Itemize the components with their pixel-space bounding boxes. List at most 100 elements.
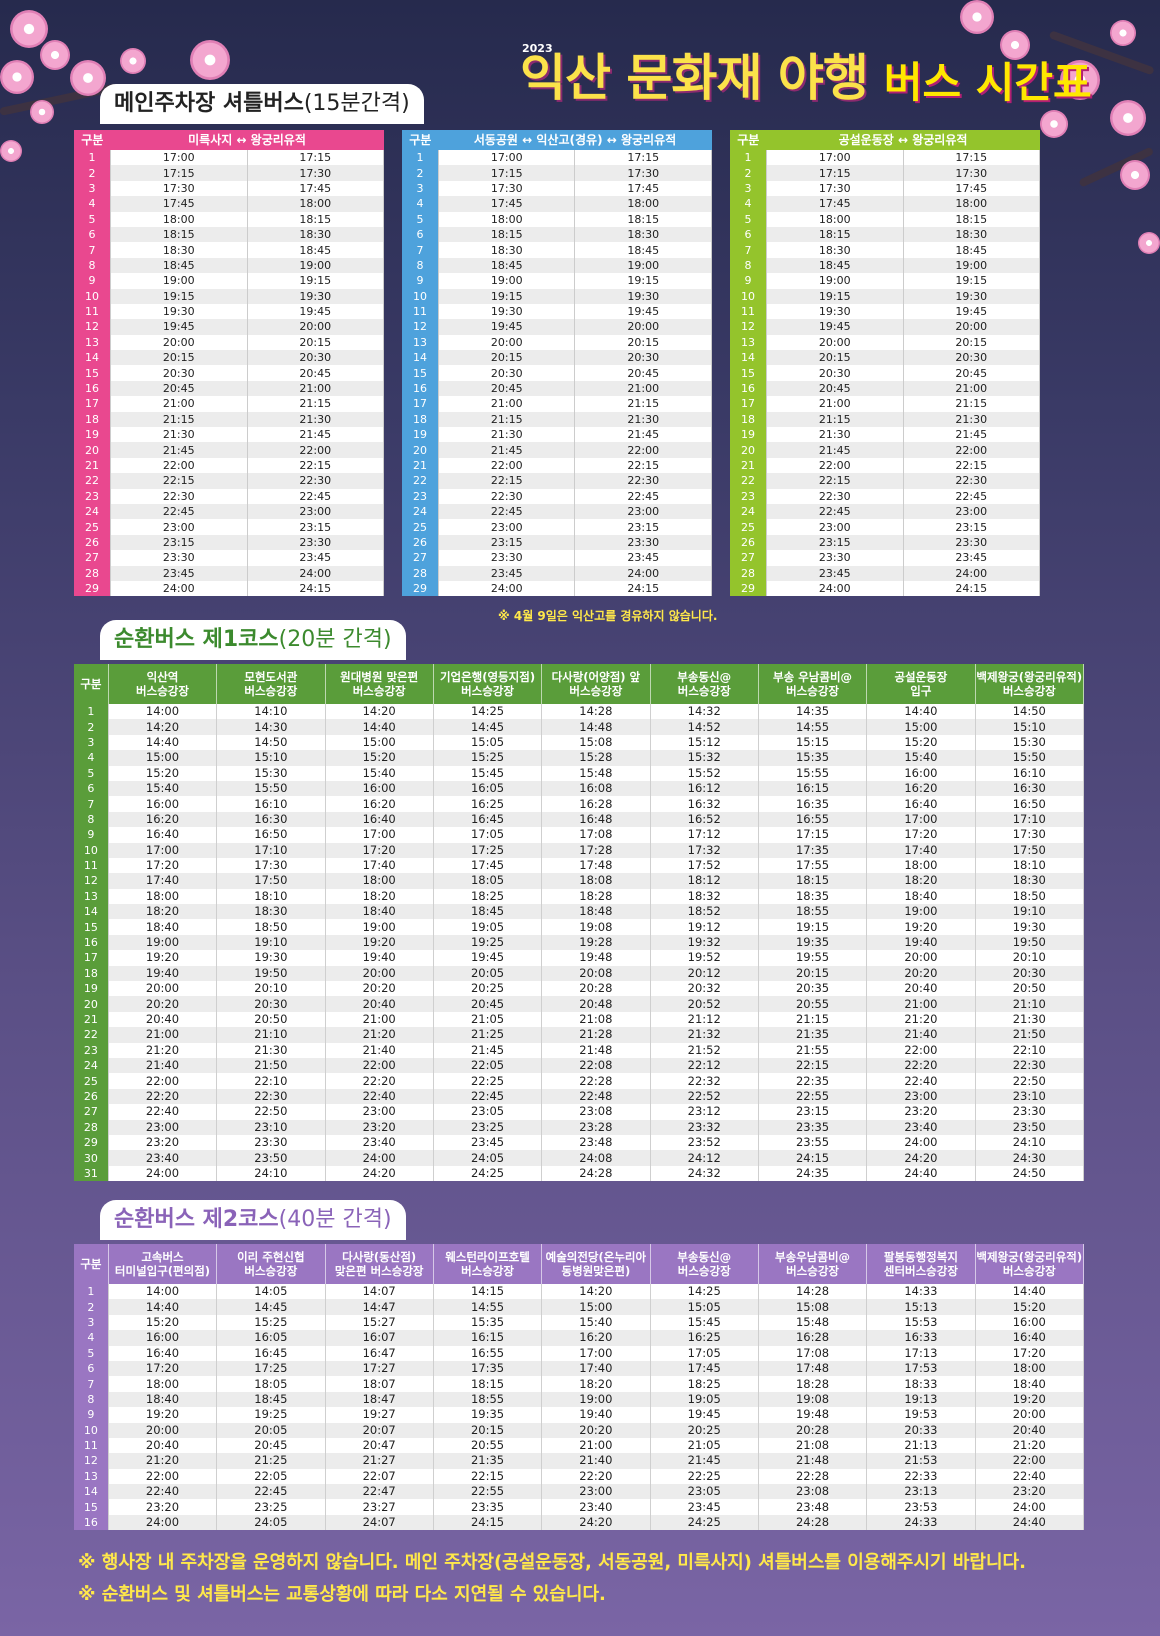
stop-time: 23:35 [433, 1499, 543, 1515]
table-row: 1 14:00 14:05 14:07 14:15 14:20 14:25 14:28 14:3… [74, 1284, 1085, 1300]
stop-time: 22:32 [650, 1073, 759, 1089]
row-index: 13 [74, 888, 109, 905]
table-row: 20 21:45 22:00 [730, 442, 1040, 458]
row-index: 2 [74, 165, 111, 181]
stop-time: 23:27 [325, 1499, 434, 1515]
table-row: 4 17:45 18:00 [402, 196, 712, 212]
stop-time: 19:48 [541, 950, 651, 966]
table-row: 14 22:40 22:45 22:47 22:55 23:00 23:05 23:08 23:… [74, 1484, 1085, 1500]
departure-time: 23:15 [438, 534, 576, 551]
stop-time: 20:07 [325, 1422, 434, 1438]
arrival-time: 21:45 [903, 427, 1040, 443]
stop-time: 19:10 [216, 934, 326, 951]
stop-time: 19:08 [758, 1391, 868, 1408]
stop-time: 17:27 [325, 1360, 434, 1377]
row-index: 20 [402, 442, 439, 458]
stop-time: 21:15 [758, 1011, 868, 1028]
stop-time: 23:32 [650, 1119, 759, 1135]
table-row: 24 21:40 21:50 22:00 22:05 22:08 22:12 22:15 22:… [74, 1057, 1085, 1074]
stop-time: 20:00 [866, 950, 976, 966]
stop-time: 14:28 [541, 704, 651, 720]
table-row: 27 23:30 23:45 [402, 550, 712, 566]
stop-time: 16:50 [975, 796, 1085, 812]
stop-time: 14:20 [325, 704, 434, 720]
row-index: 16 [402, 380, 439, 397]
stop-header: 원대병원 맞은편 버스승강장 [325, 664, 434, 704]
row-index: 5 [730, 211, 767, 227]
stop-time: 20:50 [975, 981, 1085, 997]
table-row: 2 17:15 17:30 [730, 165, 1040, 181]
stop-time: 20:00 [325, 965, 434, 982]
row-index: 15 [74, 1499, 109, 1515]
stop-time: 22:45 [433, 1088, 543, 1105]
stop-time: 15:10 [216, 750, 326, 766]
stop-time: 22:10 [216, 1073, 326, 1089]
stop-time: 16:47 [325, 1345, 434, 1361]
stop-time: 15:48 [541, 765, 651, 781]
stop-time: 16:08 [541, 780, 651, 797]
table-row: 10 19:15 19:30 [402, 288, 712, 304]
arrival-time: 22:00 [574, 442, 712, 458]
stop-time: 22:10 [975, 1042, 1085, 1058]
stop-time: 17:05 [650, 1345, 759, 1361]
arrival-time: 20:45 [247, 365, 384, 381]
stop-time: 21:40 [541, 1453, 651, 1469]
stop-time: 24:33 [866, 1514, 976, 1531]
table-row: 9 19:00 19:15 [74, 273, 384, 289]
arrival-time: 22:15 [574, 457, 712, 474]
stop-time: 19:50 [975, 934, 1085, 951]
stop-time: 21:08 [758, 1437, 868, 1454]
arrival-time: 23:15 [247, 519, 384, 535]
stop-time: 16:20 [108, 811, 218, 828]
stop-time: 15:10 [975, 719, 1085, 735]
row-index: 23 [74, 1042, 109, 1058]
departure-time: 20:30 [766, 365, 904, 381]
stop-time: 17:30 [975, 827, 1085, 843]
stop-time: 22:15 [758, 1057, 868, 1074]
arrival-time: 24:00 [574, 565, 712, 581]
arrival-time: 18:00 [903, 196, 1040, 212]
stop-time: 18:12 [650, 873, 759, 889]
stop-time: 15:35 [433, 1314, 543, 1331]
departure-time: 22:45 [766, 503, 904, 520]
stop-time: 23:10 [216, 1119, 326, 1135]
course1-table: 구분 익산역 버스승강장 모현도서관 버스승강장 원대병원 맞은편 버스승강장 기업은행… [74, 664, 1085, 1182]
table-row: 16 20:45 21:00 [74, 380, 384, 397]
stop-time: 14:20 [541, 1284, 651, 1300]
stop-time: 16:00 [866, 765, 976, 781]
stop-time: 24:05 [216, 1514, 326, 1531]
stop-time: 18:50 [975, 888, 1085, 905]
table-row: 1 17:00 17:15 [74, 150, 384, 166]
table-row: 17 21:00 21:15 [730, 396, 1040, 412]
stop-time: 23:40 [108, 1150, 218, 1166]
row-index: 1 [74, 150, 111, 166]
stop-time: 18:30 [216, 904, 326, 920]
row-index: 9 [730, 273, 767, 289]
arrival-time: 22:15 [247, 457, 384, 474]
stop-time: 16:00 [325, 780, 434, 797]
stop-time: 21:20 [975, 1437, 1085, 1454]
stop-time: 24:00 [866, 1134, 976, 1151]
row-index: 7 [402, 242, 439, 258]
table-row: 21 22:00 22:15 [402, 457, 712, 474]
departure-time: 21:00 [766, 396, 904, 412]
stop-time: 22:00 [975, 1453, 1085, 1469]
route-header: 공설운동장 ↔ 왕궁리유적 [766, 130, 1040, 150]
table-row: 27 23:30 23:45 [730, 550, 1040, 566]
stop-header: 부송동신@ 버스승강장 [650, 1244, 759, 1284]
stop-time: 15:50 [975, 750, 1085, 766]
arrival-time: 22:00 [903, 442, 1040, 458]
stop-time: 18:00 [108, 888, 218, 905]
arrival-time: 19:00 [903, 257, 1040, 274]
arrival-time: 18:30 [247, 226, 384, 243]
row-index: 26 [402, 534, 439, 551]
stop-time: 22:25 [650, 1468, 759, 1485]
stop-time: 17:20 [975, 1345, 1085, 1361]
stop-time: 20:52 [650, 996, 759, 1012]
stop-time: 20:55 [433, 1437, 543, 1454]
stop-time: 20:12 [650, 965, 759, 982]
departure-time: 17:00 [110, 150, 248, 166]
arrival-time: 18:15 [247, 211, 384, 227]
column-header-gubun: 구분 [74, 130, 111, 150]
stop-time: 22:05 [216, 1468, 326, 1485]
